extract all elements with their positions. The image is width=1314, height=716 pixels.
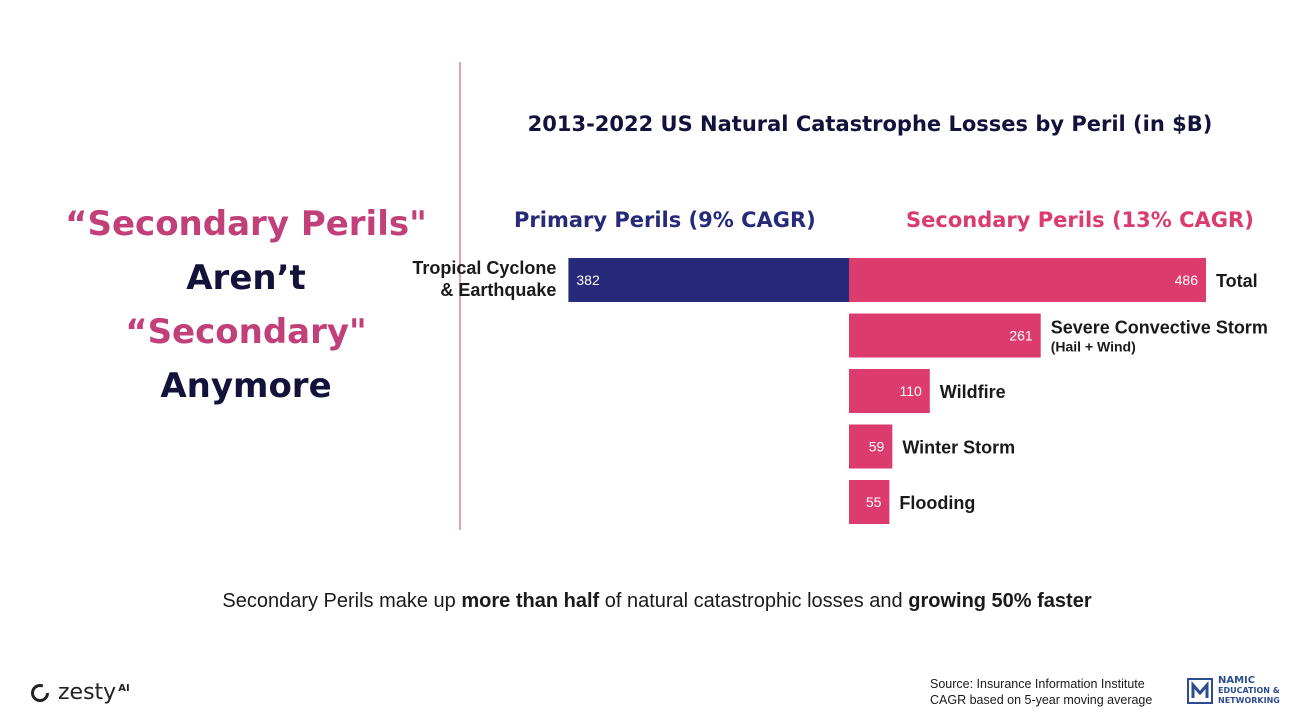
key-takeaway: Secondary Perils make up more than half … — [0, 590, 1314, 613]
takeaway-text-1: Secondary Perils make up — [222, 590, 462, 612]
secondary-group-label: Secondary Perils (13% CAGR) — [906, 208, 1254, 232]
primary-group-label: Primary Perils (9% CAGR) — [514, 208, 816, 232]
secondary-bar-severe-convective-storm — [849, 313, 1041, 358]
secondary-bar-label-flooding: Flooding — [899, 493, 975, 513]
headline-line-2: Aren’t — [186, 258, 306, 298]
vertical-divider — [459, 62, 461, 530]
primary-bar — [568, 258, 849, 302]
headline-line-4: Anymore — [160, 366, 332, 406]
chart-title: 2013-2022 US Natural Catastrophe Losses … — [527, 112, 1213, 136]
secondary-bar-label-winter-storm: Winter Storm — [902, 438, 1015, 458]
secondary-bar-winter-storm — [849, 424, 893, 469]
secondary-bar-label-severe-convective-storm: Severe Convective Storm — [1051, 318, 1268, 338]
takeaway-bold-1: more than half — [461, 590, 600, 612]
secondary-bar-label-wildfire: Wildfire — [940, 382, 1006, 402]
primary-bar-label-line-1: Tropical Cyclone — [412, 258, 556, 278]
namic-wordmark: NAMIC EDUCATION & NETWORKING — [1218, 675, 1280, 706]
namic-m-icon — [1187, 678, 1213, 704]
zesty-wordmark: zesty AI — [58, 680, 130, 705]
zesty-logo: zesty AI — [30, 680, 130, 705]
headline-line-1: “Secondary Perils" — [65, 204, 427, 244]
zesty-ring-icon — [31, 683, 49, 702]
secondary-bar-total — [849, 258, 1206, 302]
namic-logo: NAMIC EDUCATION & NETWORKING — [1186, 676, 1280, 706]
secondary-bar-wildfire — [849, 369, 930, 413]
secondary-bar-value-wildfire: 110 — [899, 383, 922, 399]
secondary-bar-label-total: Total — [1216, 271, 1258, 291]
takeaway-bold-2: growing 50% faster — [908, 590, 1092, 612]
secondary-bar-sublabel-severe-convective-storm: (Hail + Wind) — [1051, 339, 1136, 355]
headline-line-3: “Secondary" — [125, 312, 367, 352]
secondary-bar-value-flooding: 55 — [866, 494, 882, 510]
secondary-bar-flooding — [849, 480, 890, 524]
primary-bar-label-line-2: & Earthquake — [440, 280, 556, 300]
secondary-bar-value-total: 486 — [1175, 272, 1199, 288]
secondary-bar-value-severe-convective-storm: 261 — [1009, 328, 1033, 344]
source-note: Source: Insurance Information Institute … — [930, 676, 1152, 708]
source-line-2: CAGR based on 5-year moving average — [930, 693, 1153, 707]
source-line-1: Source: Insurance Information Institute — [930, 677, 1145, 691]
primary-bar-value: 382 — [576, 272, 600, 288]
takeaway-text-2: of natural catastrophic losses and — [599, 590, 909, 612]
secondary-bar-value-winter-storm: 59 — [869, 439, 885, 455]
